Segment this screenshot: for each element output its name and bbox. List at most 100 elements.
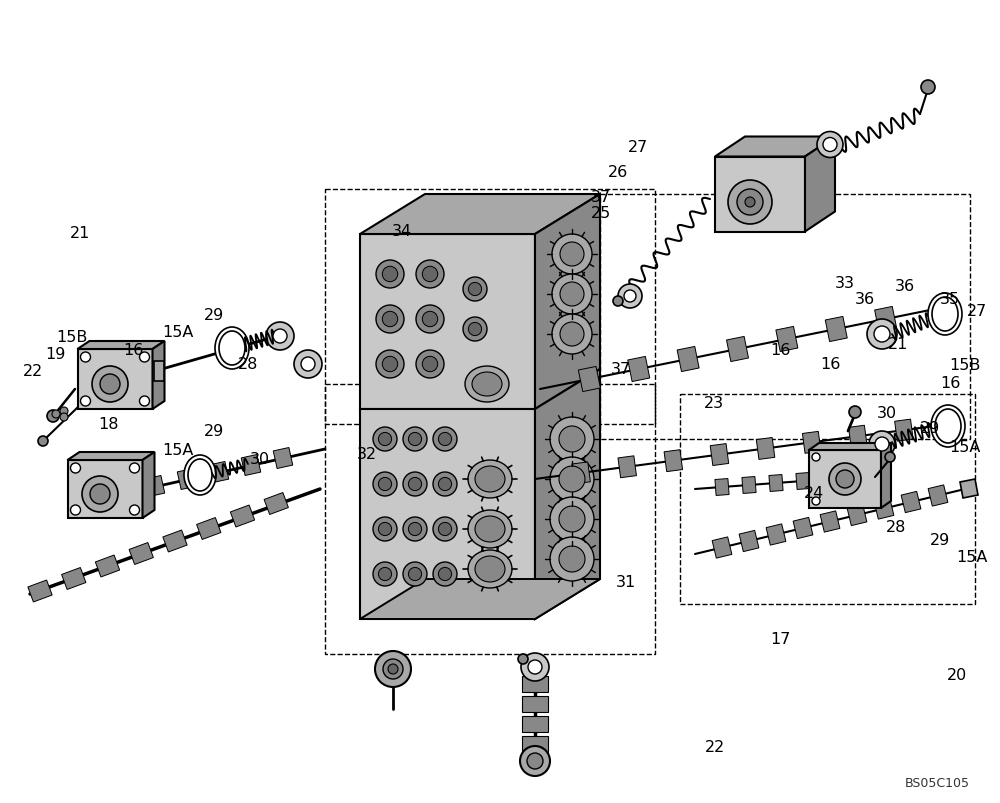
Circle shape	[416, 351, 444, 378]
Circle shape	[408, 523, 422, 536]
Bar	[325, 385, 655, 654]
Polygon shape	[901, 491, 921, 513]
Polygon shape	[68, 452, 154, 460]
Polygon shape	[726, 337, 749, 362]
Circle shape	[403, 472, 427, 496]
Circle shape	[422, 357, 438, 373]
Ellipse shape	[219, 332, 245, 365]
Text: BS05C105: BS05C105	[905, 776, 970, 789]
Text: 37: 37	[611, 362, 631, 377]
Text: 36: 36	[855, 291, 875, 306]
Circle shape	[552, 234, 592, 275]
Circle shape	[812, 497, 820, 505]
Polygon shape	[715, 479, 729, 495]
Circle shape	[382, 267, 398, 283]
Text: 34: 34	[392, 224, 412, 238]
Text: 16: 16	[820, 357, 840, 371]
Text: 16: 16	[940, 376, 960, 390]
Text: 21: 21	[70, 226, 90, 240]
Polygon shape	[145, 476, 165, 497]
Circle shape	[885, 452, 895, 463]
Polygon shape	[360, 195, 600, 234]
Circle shape	[383, 659, 403, 679]
Ellipse shape	[188, 459, 212, 491]
Circle shape	[737, 190, 763, 216]
Text: 33: 33	[835, 275, 855, 290]
Polygon shape	[881, 443, 891, 508]
Polygon shape	[874, 498, 894, 520]
Circle shape	[550, 418, 594, 462]
Circle shape	[528, 660, 542, 675]
Polygon shape	[152, 341, 164, 410]
Text: 15B: 15B	[949, 358, 981, 373]
Circle shape	[52, 410, 60, 418]
Circle shape	[378, 433, 392, 446]
Polygon shape	[715, 157, 805, 232]
Text: 36: 36	[895, 279, 915, 293]
Text: 29: 29	[930, 532, 950, 547]
Circle shape	[373, 517, 397, 541]
Bar	[522, 736, 548, 752]
Circle shape	[438, 568, 452, 581]
Polygon shape	[163, 530, 187, 552]
Bar	[154, 361, 164, 381]
Text: 22: 22	[705, 740, 725, 754]
Polygon shape	[209, 462, 229, 483]
Circle shape	[613, 296, 623, 307]
Circle shape	[70, 505, 80, 516]
Circle shape	[560, 283, 584, 307]
Polygon shape	[241, 455, 261, 476]
Text: 15A: 15A	[162, 324, 194, 339]
Circle shape	[378, 568, 392, 581]
Polygon shape	[578, 367, 600, 392]
Text: 27: 27	[628, 140, 648, 154]
Circle shape	[273, 329, 287, 344]
Ellipse shape	[472, 373, 502, 397]
Ellipse shape	[215, 328, 249, 369]
Polygon shape	[264, 493, 288, 515]
Circle shape	[520, 746, 550, 776]
Circle shape	[829, 463, 861, 495]
Polygon shape	[809, 450, 881, 508]
Circle shape	[518, 654, 528, 664]
Polygon shape	[776, 327, 798, 353]
Circle shape	[849, 406, 861, 418]
Circle shape	[552, 315, 592, 355]
Circle shape	[382, 357, 398, 373]
Circle shape	[408, 433, 422, 446]
Text: 31: 31	[616, 575, 636, 589]
Polygon shape	[129, 543, 153, 565]
Ellipse shape	[935, 410, 961, 443]
Polygon shape	[739, 531, 759, 552]
Circle shape	[408, 568, 422, 581]
Polygon shape	[766, 524, 786, 545]
Polygon shape	[28, 581, 52, 602]
Circle shape	[378, 523, 392, 536]
Text: 17: 17	[770, 631, 790, 646]
Text: 18: 18	[99, 417, 119, 431]
Circle shape	[728, 181, 772, 225]
Polygon shape	[143, 452, 154, 519]
Text: 27: 27	[967, 304, 987, 319]
Text: 29: 29	[204, 308, 224, 323]
Ellipse shape	[475, 516, 505, 542]
Bar	[680, 394, 975, 604]
Circle shape	[552, 275, 592, 315]
Text: 24: 24	[804, 486, 824, 500]
Text: 30: 30	[250, 452, 270, 467]
Circle shape	[550, 497, 594, 541]
Circle shape	[550, 458, 594, 501]
Text: 25: 25	[591, 206, 611, 220]
Circle shape	[823, 138, 837, 153]
Circle shape	[559, 546, 585, 573]
Polygon shape	[677, 347, 699, 372]
Polygon shape	[805, 137, 835, 232]
Circle shape	[373, 427, 397, 451]
Text: 15B: 15B	[56, 330, 88, 344]
Circle shape	[812, 454, 820, 462]
Polygon shape	[847, 505, 867, 526]
Circle shape	[550, 537, 594, 581]
Circle shape	[874, 327, 890, 343]
Polygon shape	[618, 456, 636, 478]
Circle shape	[408, 478, 422, 491]
